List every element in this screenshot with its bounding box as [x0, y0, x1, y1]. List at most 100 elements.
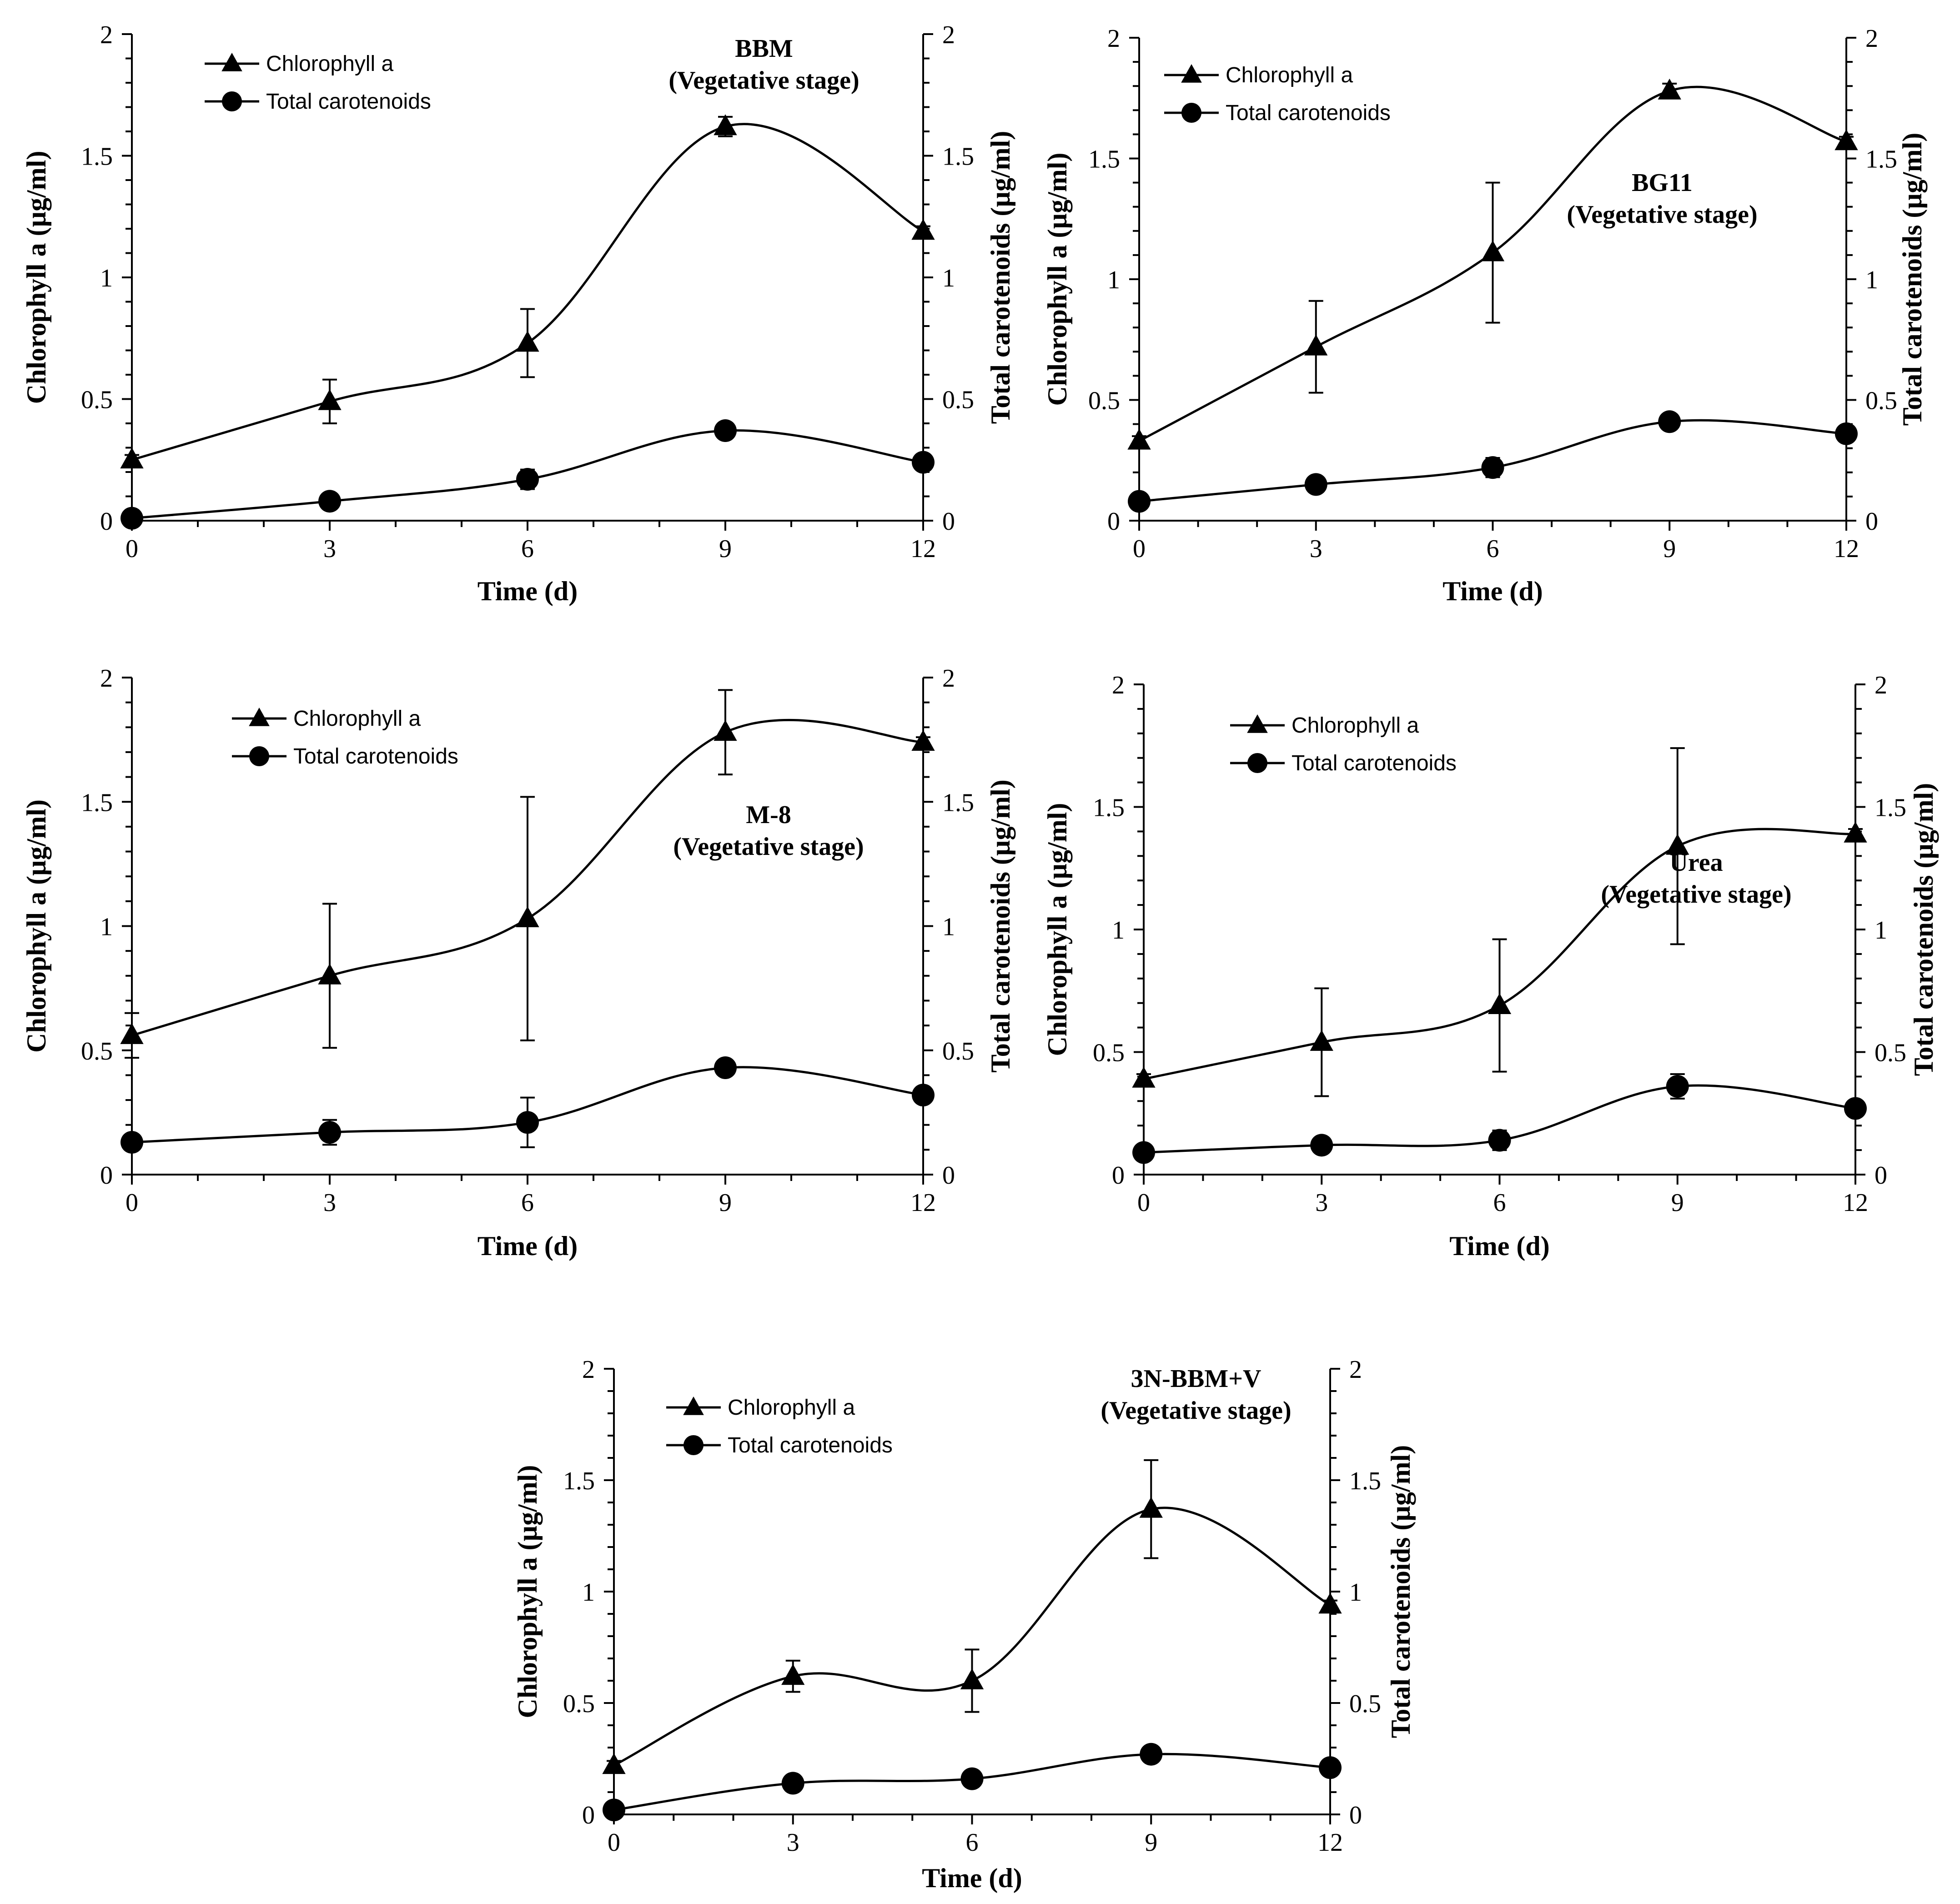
chlorophyll-point	[1132, 1066, 1156, 1088]
left-y-tick-label: 0.5	[563, 1690, 595, 1718]
carotenoids-point	[121, 507, 143, 530]
right-y-tick-label: 0	[942, 1161, 955, 1190]
legend-car-label: Total carotenoids	[293, 744, 458, 769]
x-tick-label: 9	[1671, 1189, 1684, 1217]
chlorophyll-point	[1304, 334, 1328, 356]
left-y-axis-title: Chlorophyll a (µg/ml)	[21, 151, 51, 404]
carotenoids-point	[1658, 410, 1681, 433]
panel-subtitle: (Vegetative stage)	[1567, 201, 1757, 229]
x-tick-label: 9	[1145, 1829, 1157, 1857]
carotenoids-point	[1835, 422, 1858, 445]
x-tick-label: 6	[966, 1829, 979, 1857]
right-y-tick-label: 0	[1875, 1161, 1887, 1190]
right-y-tick-label: 2	[942, 664, 955, 693]
chlorophyll-point	[911, 219, 935, 240]
carotenoids-point	[1132, 1141, 1155, 1164]
chlorophyll-point	[714, 720, 737, 741]
x-tick-label: 9	[1663, 535, 1676, 563]
x-tick-label: 3	[323, 535, 336, 563]
chlorophyll-line	[131, 718, 924, 1037]
carotenoids-point	[1140, 1743, 1163, 1766]
x-tick-label: 0	[1133, 535, 1146, 563]
right-y-tick-label: 0.5	[1875, 1039, 1906, 1067]
x-tick-label: 3	[1310, 535, 1322, 563]
carotenoids-point	[603, 1799, 625, 1822]
right-y-tick-label: 1	[1865, 266, 1878, 294]
legend-car-label: Total carotenoids	[728, 1433, 893, 1457]
legend-car-label: Total carotenoids	[1226, 101, 1391, 125]
chlorophyll-point	[602, 1753, 626, 1774]
right-y-tick-label: 1.5	[1349, 1467, 1381, 1495]
carotenoids-point	[1304, 473, 1327, 496]
carotenoids-point	[516, 468, 539, 491]
right-y-tick-label: 2	[1349, 1356, 1362, 1384]
right-y-tick-label: 1.5	[1865, 146, 1897, 174]
x-tick-label: 3	[787, 1829, 799, 1857]
right-y-tick-label: 1	[1875, 916, 1887, 944]
chlorophyll-point	[120, 1023, 144, 1044]
x-tick-label: 12	[1843, 1189, 1868, 1217]
x-tick-label: 3	[1315, 1189, 1328, 1217]
x-axis-title: Time (d)	[922, 1863, 1022, 1893]
carotenoids-point	[781, 1772, 804, 1795]
legend-chl-label: Chlorophyll a	[1226, 63, 1353, 87]
legend-chl-marker	[249, 708, 270, 726]
left-y-tick-label: 2	[582, 1356, 595, 1384]
left-y-tick-label: 1	[1107, 266, 1120, 294]
x-axis-title: Time (d)	[1442, 576, 1543, 606]
carotenoids-point	[1844, 1097, 1867, 1120]
chlorophyll-point	[960, 1668, 984, 1689]
panel-title: BG11	[1632, 169, 1693, 197]
left-y-tick-label: 0	[100, 1161, 113, 1190]
legend: Chlorophyll a Total carotenoids	[1230, 713, 1457, 775]
panel-subtitle: (Vegetative stage)	[673, 833, 864, 861]
left-y-tick-label: 0.5	[1088, 387, 1120, 415]
x-tick-label: 12	[1834, 535, 1859, 563]
right-y-tick-label: 0	[1865, 507, 1878, 536]
right-y-tick-label: 2	[942, 21, 955, 49]
left-y-tick-label: 2	[1107, 25, 1120, 53]
left-y-tick-label: 1	[1112, 916, 1125, 944]
legend: Chlorophyll a Total carotenoids	[1164, 63, 1391, 125]
right-y-tick-label: 0	[1349, 1801, 1362, 1829]
left-y-tick-label: 0	[582, 1801, 595, 1829]
legend: Chlorophyll a Total carotenoids	[205, 52, 431, 114]
panel-title: 3N-BBM+V	[1131, 1365, 1261, 1393]
carotenoids-point	[1666, 1075, 1689, 1098]
right-y-tick-label: 0	[942, 507, 955, 536]
carotenoids-point	[516, 1111, 539, 1134]
legend-chl-marker	[1181, 64, 1202, 83]
x-tick-label: 9	[719, 1189, 732, 1217]
legend-car-marker	[249, 746, 269, 766]
left-y-tick-label: 1	[100, 913, 113, 941]
x-tick-label: 6	[521, 535, 534, 563]
x-tick-label: 6	[1493, 1189, 1506, 1217]
left-y-tick-label: 0	[1107, 507, 1120, 536]
left-y-axis-title: Chlorophyll a (µg/ml)	[21, 799, 51, 1053]
left-y-tick-label: 2	[1112, 671, 1125, 699]
legend-car-label: Total carotenoids	[1292, 751, 1457, 775]
chlorophyll-point	[516, 331, 539, 352]
chlorophyll-point	[1488, 993, 1512, 1014]
right-y-axis-title: Total carotenoids (µg/ml)	[985, 131, 1015, 424]
carotenoids-point	[912, 451, 935, 474]
chlorophyll-point	[120, 447, 144, 469]
chlorophyll-line	[131, 123, 924, 461]
carotenoids-point	[1488, 1129, 1511, 1152]
right-y-axis-title: Total carotenoids (µg/ml)	[1386, 1445, 1416, 1738]
left-y-axis-title: Chlorophyll a (µg/ml)	[1042, 153, 1072, 406]
chlorophyll-point	[318, 389, 342, 410]
right-y-tick-label: 2	[1875, 671, 1887, 699]
left-y-tick-label: 1.5	[81, 143, 113, 171]
carotenoids-point	[714, 1056, 737, 1080]
legend-chl-label: Chlorophyll a	[266, 52, 393, 76]
legend-car-marker	[1181, 103, 1201, 123]
x-tick-label: 9	[719, 535, 732, 563]
legend-chl-marker	[221, 53, 242, 71]
left-y-tick-label: 0	[1112, 1161, 1125, 1190]
x-tick-label: 12	[1317, 1829, 1343, 1857]
left-y-tick-label: 1	[100, 264, 113, 292]
